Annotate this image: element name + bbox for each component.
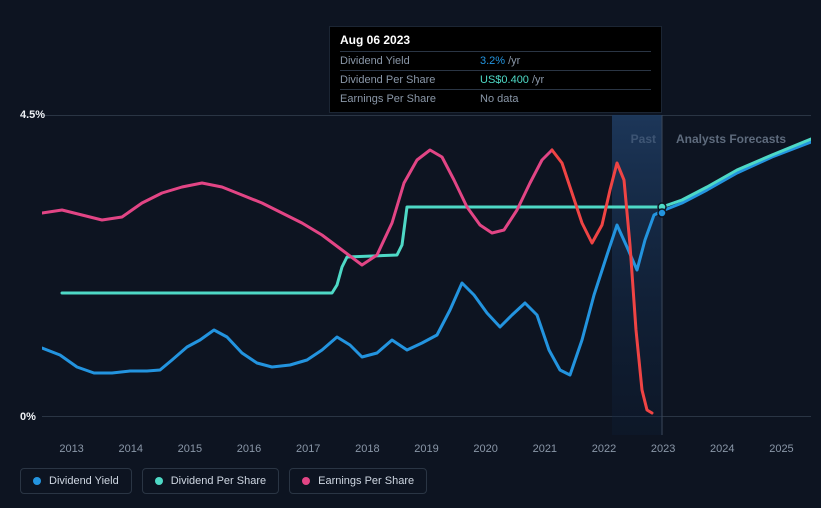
tooltip-row-value: 3.2% <box>480 55 505 67</box>
legend-item-label: Earnings Per Share <box>318 475 414 487</box>
hover-region <box>612 115 662 435</box>
tooltip-row-label: Dividend Per Share <box>340 74 480 86</box>
dividend-chart: Aug 06 2023 Dividend Yield3.2%/yrDividen… <box>0 0 821 508</box>
series-marker <box>658 209 666 217</box>
x-tick-label: 2025 <box>752 443 811 455</box>
x-axis-labels: 2013201420152016201720182019202020212022… <box>42 443 811 455</box>
chart-plot-area[interactable] <box>42 115 811 435</box>
tooltip-row-value: US$0.400 <box>480 74 529 86</box>
x-tick-label: 2018 <box>338 443 397 455</box>
x-tick-label: 2014 <box>101 443 160 455</box>
x-tick-label: 2013 <box>42 443 101 455</box>
tooltip-row: Dividend Yield3.2%/yr <box>340 51 651 70</box>
series-line <box>42 142 811 375</box>
chart-tooltip: Aug 06 2023 Dividend Yield3.2%/yrDividen… <box>329 26 662 113</box>
legend-dot-icon <box>155 477 163 485</box>
tooltip-date: Aug 06 2023 <box>340 33 651 51</box>
x-tick-label: 2015 <box>160 443 219 455</box>
tooltip-row-label: Earnings Per Share <box>340 93 480 105</box>
tooltip-row-label: Dividend Yield <box>340 55 480 67</box>
tooltip-row-unit: /yr <box>532 74 544 86</box>
series-line <box>62 139 811 293</box>
y-axis-min-label: 0% <box>20 411 36 423</box>
legend-item-label: Dividend Per Share <box>171 475 266 487</box>
legend-item-label: Dividend Yield <box>49 475 119 487</box>
x-tick-label: 2020 <box>456 443 515 455</box>
legend-item[interactable]: Earnings Per Share <box>289 468 427 494</box>
x-tick-label: 2021 <box>515 443 574 455</box>
tooltip-row: Dividend Per ShareUS$0.400/yr <box>340 70 651 89</box>
legend-dot-icon <box>302 477 310 485</box>
legend-item[interactable]: Dividend Yield <box>20 468 132 494</box>
legend-item[interactable]: Dividend Per Share <box>142 468 279 494</box>
x-tick-label: 2024 <box>693 443 752 455</box>
tooltip-row-value: No data <box>480 93 519 105</box>
tooltip-row: Earnings Per ShareNo data <box>340 89 651 108</box>
x-tick-label: 2016 <box>219 443 278 455</box>
x-tick-label: 2023 <box>634 443 693 455</box>
tooltip-row-unit: /yr <box>508 55 520 67</box>
x-tick-label: 2017 <box>279 443 338 455</box>
chart-legend: Dividend Yield Dividend Per Share Earnings… <box>20 468 427 494</box>
legend-dot-icon <box>33 477 41 485</box>
x-tick-label: 2022 <box>574 443 633 455</box>
x-tick-label: 2019 <box>397 443 456 455</box>
